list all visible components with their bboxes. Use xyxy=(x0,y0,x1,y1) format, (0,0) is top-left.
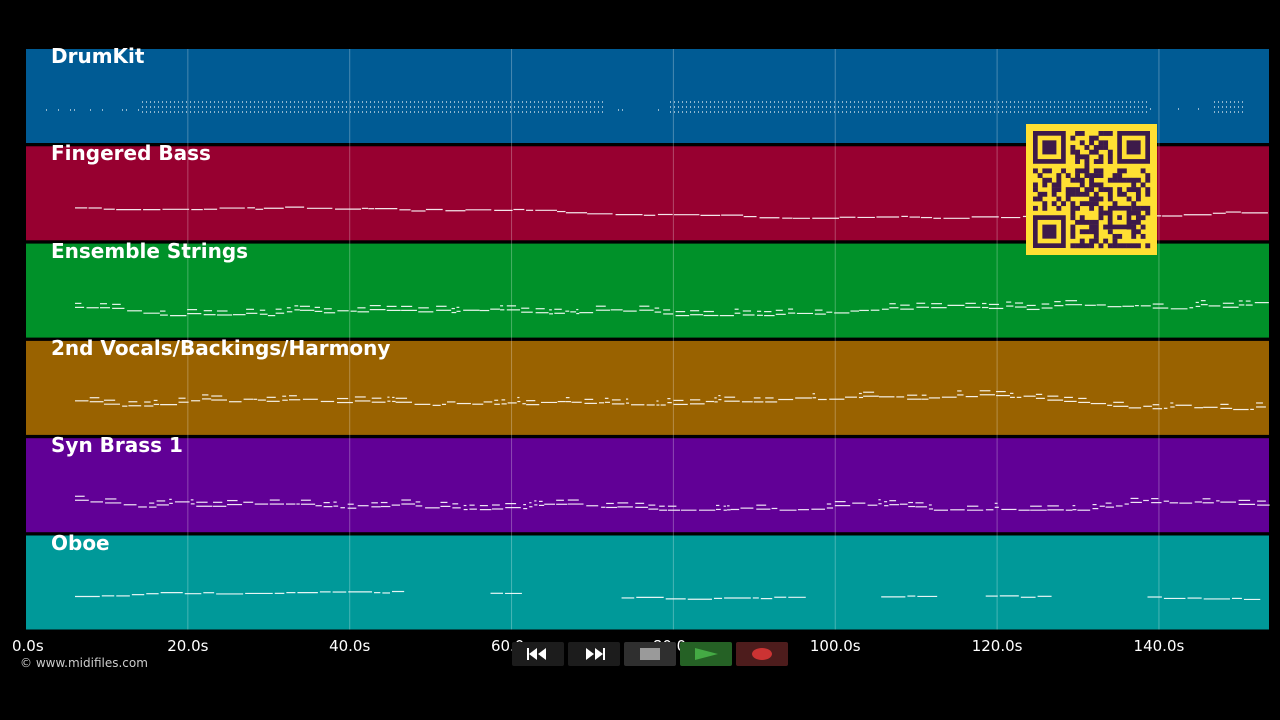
track-label: Syn Brass 1 xyxy=(51,433,183,458)
track-label: 2nd Vocals/Backings/Harmony xyxy=(51,335,391,360)
track-label: Oboe xyxy=(51,530,110,555)
play-button[interactable] xyxy=(680,642,732,666)
track-band xyxy=(26,438,1269,533)
track-band xyxy=(26,535,1269,630)
time-tick-label: 40.0s xyxy=(329,637,371,655)
time-tick-label: 20.0s xyxy=(167,637,209,655)
note-texture xyxy=(75,590,1261,601)
track-label: Ensemble Strings xyxy=(51,238,249,263)
record-button[interactable] xyxy=(736,642,788,666)
rewind-icon xyxy=(527,648,546,660)
note-texture xyxy=(75,390,1266,411)
track-label: DrumKit xyxy=(51,44,145,68)
rewind-button[interactable] xyxy=(512,642,564,666)
time-tick-label: 140.0s xyxy=(1133,637,1185,655)
transport-controls xyxy=(512,642,788,666)
track-band xyxy=(26,243,1269,338)
copyright-text: © www.midifiles.com xyxy=(20,656,148,670)
time-tick-label: 100.0s xyxy=(809,637,861,655)
note-texture xyxy=(75,495,1270,511)
record-icon xyxy=(752,648,772,660)
fast-forward-button[interactable] xyxy=(568,642,620,666)
fast-forward-icon xyxy=(586,648,605,660)
note-texture xyxy=(46,101,1243,113)
note-texture xyxy=(75,300,1269,317)
track-band xyxy=(26,340,1269,435)
time-tick-label: 0.0s xyxy=(12,637,44,655)
stop-icon xyxy=(640,648,660,660)
time-tick-label: 120.0s xyxy=(971,637,1023,655)
play-icon xyxy=(695,648,718,660)
stop-button[interactable] xyxy=(624,642,676,666)
track-label: Fingered Bass xyxy=(51,141,211,166)
qr-code xyxy=(1026,124,1157,255)
